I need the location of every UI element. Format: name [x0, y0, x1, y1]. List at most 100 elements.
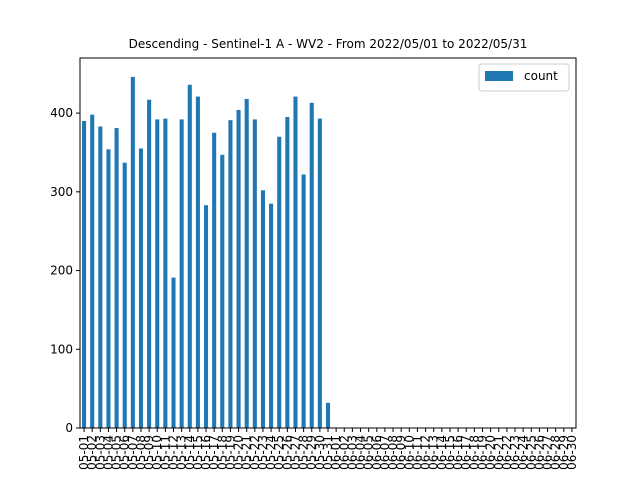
- x-tick-label: 05-02: [85, 435, 99, 470]
- x-tick-label: 05-23: [256, 435, 270, 470]
- x-tick-label: 05-18: [215, 435, 229, 470]
- y-tick-label: 300: [50, 185, 73, 199]
- bar-05-01: [82, 120, 87, 428]
- x-tick-label: 05-27: [288, 435, 302, 470]
- bar-05-17: [212, 132, 217, 429]
- x-tick-label: 05-12: [167, 435, 181, 470]
- x-tick-label: 05-29: [305, 435, 319, 470]
- bar-05-15: [195, 96, 200, 428]
- x-tick-label: 05-24: [264, 435, 278, 470]
- x-tick-label: 05-11: [158, 435, 172, 470]
- bar-05-05: [114, 128, 119, 428]
- x-tick-label: 05-22: [248, 435, 262, 470]
- bar-05-16: [204, 205, 209, 428]
- bar-05-28: [301, 174, 306, 428]
- bar-05-14: [187, 84, 192, 429]
- x-axis: 05-0105-0205-0305-0405-0505-0605-0705-08…: [77, 428, 579, 470]
- bar-05-21: [244, 98, 249, 428]
- bar-05-12: [171, 277, 176, 428]
- bar-05-31: [325, 402, 331, 428]
- bar-05-11: [163, 118, 168, 429]
- x-tick-label: 06-11: [410, 435, 424, 470]
- x-tick-label: 06-18: [467, 435, 481, 470]
- x-tick-label: 06-20: [484, 435, 498, 470]
- x-tick-label: 06-03: [345, 435, 359, 470]
- legend-swatch: [485, 71, 513, 81]
- legend-box: [478, 63, 570, 92]
- y-axis: 0 100 200 300 400: [50, 106, 80, 435]
- x-tick-label: 05-14: [183, 435, 197, 470]
- bar-05-07: [130, 76, 135, 428]
- x-tick-label: 06-07: [378, 435, 392, 470]
- x-tick-label: 05-08: [134, 435, 148, 470]
- bar-05-04: [106, 149, 111, 428]
- bar-05-03: [98, 126, 103, 429]
- bar-05-18: [220, 154, 225, 428]
- x-tick-label: 06-28: [549, 435, 563, 470]
- x-tick-label: 05-03: [93, 435, 107, 470]
- legend: count: [478, 63, 570, 92]
- x-tick-label: 06-02: [337, 435, 351, 470]
- x-tick-label: 06-30: [565, 435, 579, 470]
- x-tick-label: 06-05: [362, 435, 376, 470]
- x-tick-label: 05-06: [118, 435, 132, 470]
- bar-05-13: [179, 119, 184, 429]
- x-tick-label: 06-26: [532, 435, 546, 470]
- x-tick-label: 05-28: [297, 435, 311, 470]
- x-tick-label: 06-24: [516, 435, 530, 470]
- bar-05-30: [317, 118, 322, 429]
- x-tick-label: 05-17: [207, 435, 221, 470]
- x-tick-label: 06-15: [443, 435, 457, 470]
- bar-05-22: [252, 119, 257, 429]
- chart-title: Descending - Sentinel-1 A - WV2 - From 2…: [129, 37, 528, 51]
- x-tick-label: 06-13: [427, 435, 441, 470]
- bar-05-25: [277, 136, 282, 428]
- x-tick-label: 06-10: [402, 435, 416, 470]
- x-tick-label: 06-25: [524, 435, 538, 470]
- bar-05-23: [260, 190, 265, 428]
- bar-05-10: [155, 119, 160, 429]
- x-tick-label: 05-25: [272, 435, 286, 470]
- plot-frame: [79, 57, 577, 429]
- x-tick-label: 06-04: [354, 435, 368, 470]
- x-tick-label: 05-16: [199, 435, 213, 470]
- x-tick-label: 06-12: [419, 435, 433, 470]
- x-tick-label: 05-09: [142, 435, 156, 470]
- x-tick-label: 05-04: [101, 435, 115, 470]
- x-tick-label: 06-01: [329, 435, 343, 470]
- x-tick-label: 05-15: [191, 435, 205, 470]
- y-tick-label: 200: [50, 264, 73, 278]
- x-tick-label: 05-01: [77, 435, 91, 470]
- bar-05-24: [269, 203, 274, 428]
- x-tick-label: 05-19: [223, 435, 237, 470]
- bar-05-08: [138, 148, 144, 428]
- bar-05-26: [285, 117, 290, 428]
- x-tick-label: 06-08: [386, 435, 400, 470]
- y-tick-label: 100: [50, 342, 73, 356]
- x-tick-label: 06-09: [394, 435, 408, 470]
- x-tick-label: 06-21: [492, 435, 506, 470]
- x-tick-label: 06-27: [541, 435, 555, 470]
- x-tick-label: 05-07: [126, 435, 140, 470]
- x-tick-label: 05-05: [110, 435, 124, 470]
- x-tick-label: 06-14: [435, 435, 449, 470]
- bar-05-09: [147, 99, 152, 428]
- x-tick-label: 06-23: [508, 435, 522, 470]
- y-tick-label: 400: [50, 106, 73, 120]
- bars-group: [82, 76, 331, 429]
- x-tick-label: 05-31: [321, 435, 335, 470]
- legend-label: count: [524, 69, 558, 83]
- x-tick-label: 05-10: [150, 435, 164, 470]
- x-tick-label: 06-16: [451, 435, 465, 470]
- bar-05-27: [293, 96, 298, 428]
- x-tick-label: 05-20: [232, 435, 246, 470]
- x-tick-label: 06-17: [459, 435, 473, 470]
- x-tick-label: 05-21: [240, 435, 254, 470]
- bar-05-20: [236, 109, 241, 429]
- x-tick-label: 05-30: [313, 435, 327, 470]
- bar-05-06: [122, 162, 127, 428]
- x-tick-label: 05-26: [280, 435, 294, 470]
- bar-05-29: [309, 102, 314, 429]
- x-tick-label: 06-22: [500, 435, 514, 470]
